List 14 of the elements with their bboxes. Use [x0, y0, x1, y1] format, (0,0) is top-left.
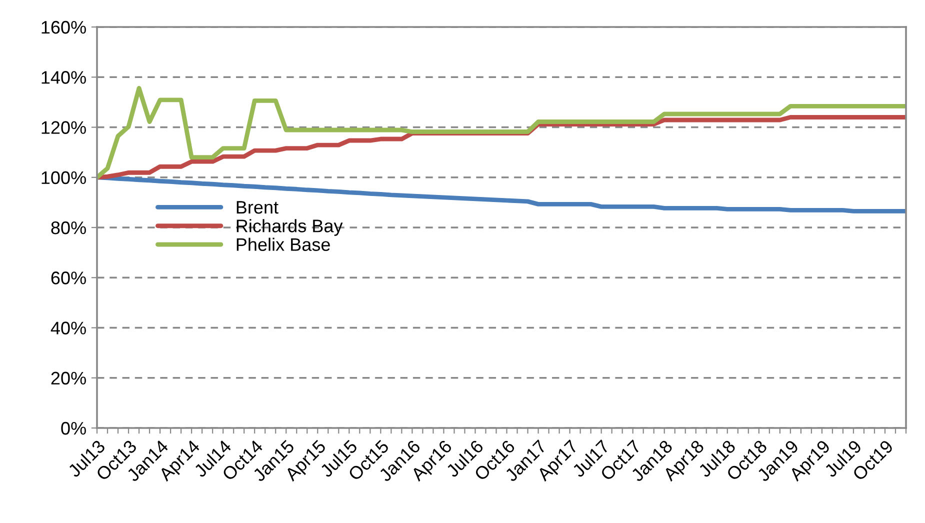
line-series [97, 86, 906, 180]
y-tick-label: 60% [51, 272, 86, 284]
legend-label: Richards Bay [236, 219, 343, 236]
line-series [97, 175, 906, 214]
legend-label: Phelix Base [236, 238, 330, 251]
y-tick-label: 40% [50, 322, 86, 334]
y-tick-label: 120% [42, 121, 86, 134]
legend-label: Brent [236, 201, 278, 214]
y-tick-label: 0% [61, 422, 86, 435]
y-tick-label: 80% [51, 221, 86, 234]
y-tick-label: 160% [42, 20, 86, 34]
y-tick-label: 20% [51, 372, 86, 385]
y-tick-label: 140% [42, 71, 86, 84]
y-tick-label: 100% [42, 171, 86, 184]
